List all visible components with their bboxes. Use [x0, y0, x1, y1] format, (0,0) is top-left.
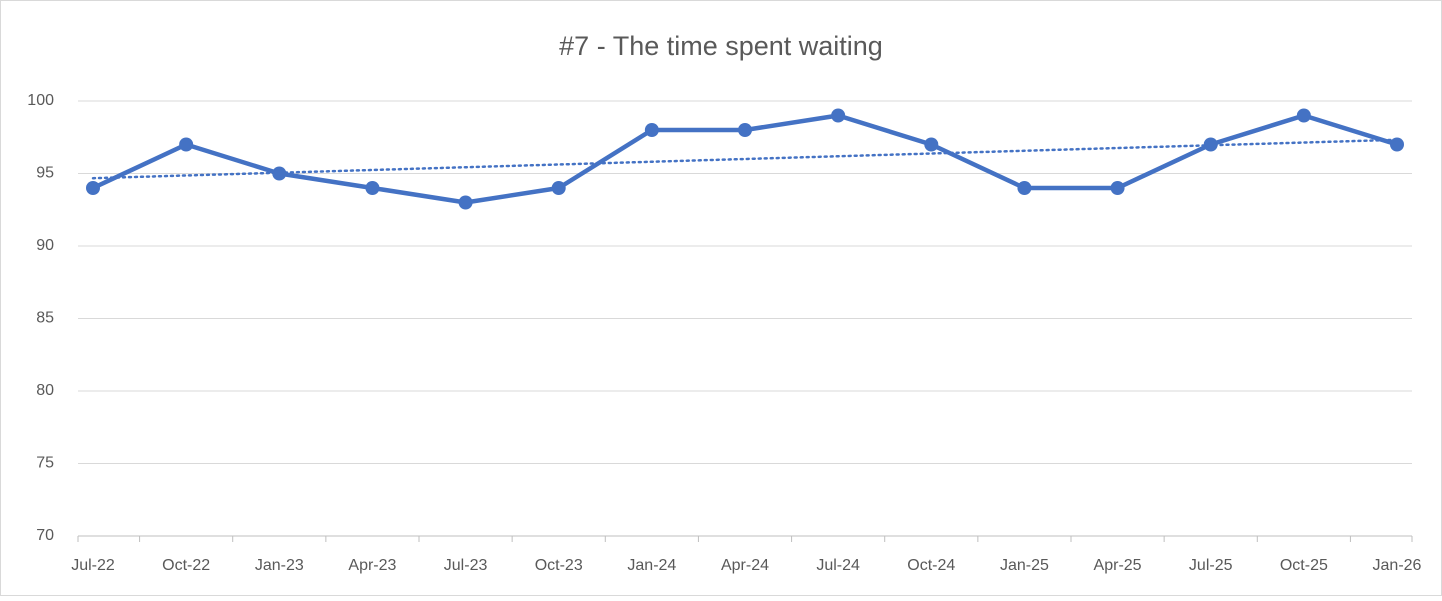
data-point [272, 166, 287, 181]
x-tick-label: Jan-23 [255, 557, 304, 574]
x-tick-label: Oct-25 [1280, 557, 1328, 574]
x-tick-label: Jul-23 [444, 557, 488, 574]
x-tick-label: Jul-22 [71, 557, 115, 574]
data-point [1296, 108, 1311, 123]
data-point [831, 108, 846, 123]
data-point [1203, 137, 1218, 152]
chart-title: #7 - The time spent waiting [559, 31, 883, 61]
data-point [365, 181, 380, 195]
x-tick-label: Jul-24 [816, 557, 860, 574]
data-point [1390, 137, 1404, 152]
x-tick-label: Apr-24 [721, 557, 769, 574]
x-tick-label: Apr-25 [1094, 557, 1142, 574]
data-point [179, 137, 194, 152]
y-tick-label: 100 [27, 92, 54, 109]
data-point [1110, 181, 1125, 195]
data-point [738, 123, 752, 137]
x-tick-label: Jul-25 [1189, 557, 1233, 574]
x-tick-label: Jan-25 [1000, 557, 1049, 574]
x-tick-label: Oct-22 [162, 557, 210, 574]
y-tick-label: 70 [36, 527, 54, 544]
data-point [86, 181, 100, 195]
y-tick-label: 90 [36, 237, 54, 254]
data-point [458, 195, 473, 210]
x-tick-label: Jan-24 [627, 557, 676, 574]
data-point [924, 137, 939, 152]
y-tick-label: 80 [36, 382, 54, 399]
x-tick-label: Oct-23 [535, 557, 583, 574]
data-point [1017, 181, 1032, 195]
data-point [644, 123, 659, 137]
y-tick-label: 75 [36, 455, 54, 472]
x-tick-label: Oct-24 [907, 557, 955, 574]
data-point [551, 181, 566, 195]
y-tick-label: 95 [36, 165, 54, 182]
y-tick-label: 85 [36, 310, 54, 327]
trendline [91, 138, 1399, 180]
x-tick-label: Jan-26 [1373, 557, 1422, 574]
x-tick-label: Apr-23 [348, 557, 396, 574]
